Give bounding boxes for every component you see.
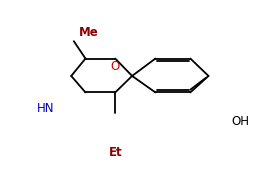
Text: O: O bbox=[111, 60, 120, 73]
Text: HN: HN bbox=[37, 102, 54, 115]
Text: OH: OH bbox=[232, 115, 250, 128]
Text: Me: Me bbox=[79, 25, 99, 39]
Text: Et: Et bbox=[109, 146, 122, 159]
